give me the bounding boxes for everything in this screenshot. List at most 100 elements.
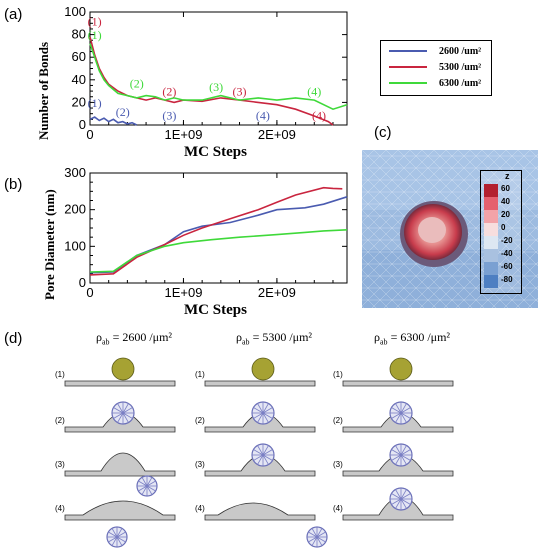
chart-b-plot-frame: [89, 172, 348, 284]
ligand-spike: [400, 449, 411, 456]
ligand-spike: [400, 493, 411, 500]
chart-a-ylabel: Number of Bonds: [36, 41, 51, 140]
legend-swatch: [389, 50, 427, 52]
ligand-spike: [391, 407, 402, 414]
colorbar-label: 40: [501, 197, 510, 206]
chart-a-xlabel: MC Steps: [184, 144, 247, 160]
simulation-snapshots: (1) (1) (1) (2) (2) (2) (3) (3) (3) (4) (4) (4): [55, 357, 454, 548]
ligand-spike: [122, 412, 133, 419]
ligand-spike: [108, 536, 118, 543]
chart-a-xtick-label: 0: [86, 127, 93, 142]
ligand-spike: [262, 449, 273, 456]
legend-item-6300: 6300 /um²: [381, 75, 491, 91]
panel-label-c: (c): [374, 124, 392, 141]
ligand-spike: [138, 485, 148, 492]
ligand-spike: [116, 531, 126, 538]
membrane-surface: [64, 380, 176, 387]
ligand-spike: [391, 412, 402, 419]
chart-a-annotation: (1): [88, 96, 102, 110]
ligand-spike: [308, 536, 318, 543]
colorbar-label: 60: [501, 184, 510, 193]
colorbar-swatch: [484, 197, 498, 210]
colorbar-label: -40: [501, 249, 513, 258]
ligand-spike: [391, 454, 402, 461]
chart-a-annotation: (2): [116, 105, 130, 119]
colorbar-swatch: [484, 275, 498, 288]
ligand-spike: [316, 531, 326, 538]
chart-a-xtick-label: 1E+09: [164, 127, 202, 142]
ligand-spike: [316, 536, 323, 546]
colorbar-swatch: [484, 210, 498, 223]
membrane-surface: [204, 502, 316, 521]
ligand-spike: [400, 412, 407, 423]
ligand-spike: [122, 407, 133, 414]
ligand-spike: [311, 536, 318, 546]
column-title-2600: ρab = 2600 /μm²: [96, 330, 173, 347]
chart-a-ytick-label: 40: [72, 72, 86, 87]
ligand-spike: [146, 485, 156, 492]
ligand-spike: [122, 403, 129, 414]
ligand-spike: [400, 454, 407, 465]
chart-a-annotation: (1): [88, 28, 102, 42]
ligand-spike: [316, 528, 323, 538]
colorbar-label: -20: [501, 236, 513, 245]
ligand-spike: [262, 445, 269, 456]
chart-a-annotation: (4): [256, 108, 270, 122]
panel-label-d: (d): [4, 330, 23, 347]
ligand-spike: [257, 403, 264, 414]
ligand-spike: [253, 454, 264, 461]
chart-a-ytick-label: 0: [79, 117, 86, 132]
chart-pore-diameter: 0 100 200 300 0 1E+09 2E+09: [64, 165, 348, 300]
colorbar-label: -60: [501, 262, 513, 271]
ligand-spike: [257, 445, 264, 456]
colorbar-label: 20: [501, 210, 510, 219]
ligand-spike: [395, 489, 402, 500]
snapshot-row-label: (4): [55, 504, 65, 513]
snapshot-row-label: (2): [333, 416, 343, 425]
ligand-spike: [253, 449, 264, 456]
ligand-spike: [400, 412, 411, 419]
snapshot-row-label: (1): [195, 370, 205, 379]
chart-b-series-line-1: [89, 186, 343, 276]
chart-b-series-line-2: [89, 229, 348, 273]
ligand-spike: [308, 531, 318, 538]
legend-label: 6300 /um²: [439, 77, 482, 89]
chart-a-annotation: (2): [162, 85, 176, 99]
colorbar-swatch: [484, 236, 498, 249]
chart-a-annotation: (4): [312, 108, 326, 122]
chart-a-annotation: (3): [233, 85, 247, 99]
ligand-spike: [262, 454, 273, 461]
ligand-spike: [116, 528, 123, 538]
chart-b-xlabel: MC Steps: [184, 302, 247, 318]
ligand-spike: [141, 477, 148, 487]
nanoparticle-icon: [389, 357, 413, 381]
ligand-spike: [257, 412, 264, 423]
snapshot-row-label: (3): [195, 460, 205, 469]
ligand-spike: [400, 454, 411, 461]
ligand-spike: [146, 480, 156, 487]
ligand-spike: [117, 403, 124, 414]
ligand-spike: [262, 403, 269, 414]
chart-a-series-line-2: [89, 43, 348, 111]
ligand-spike: [111, 528, 118, 538]
chart-a-ytick-label: 80: [72, 27, 86, 42]
ligand-spike: [400, 498, 407, 509]
chart-a-annotation: (1): [88, 15, 102, 29]
ligand-spike: [146, 477, 153, 487]
ligand-spike: [395, 454, 402, 465]
chart-b-ylabel: Pore Diameter (nm): [42, 189, 57, 300]
chart-b-ytick-label: 200: [64, 202, 86, 217]
ligand-spike: [138, 480, 148, 487]
ligand-spike: [400, 407, 411, 414]
ligand-spike: [262, 454, 269, 465]
chart-a-series-line-0: [89, 116, 138, 126]
chart-a-ytick-label: 20: [72, 94, 86, 109]
ligand-spike: [391, 498, 402, 505]
ligand-spike: [395, 498, 402, 509]
chart-a-ytick-label: 100: [64, 4, 86, 19]
ligand-spike: [113, 412, 124, 419]
chart-a-annotation: (3): [162, 108, 176, 122]
column-title-6300: ρab = 6300 /μm²: [374, 330, 451, 347]
snapshot-row-label: (1): [333, 370, 343, 379]
